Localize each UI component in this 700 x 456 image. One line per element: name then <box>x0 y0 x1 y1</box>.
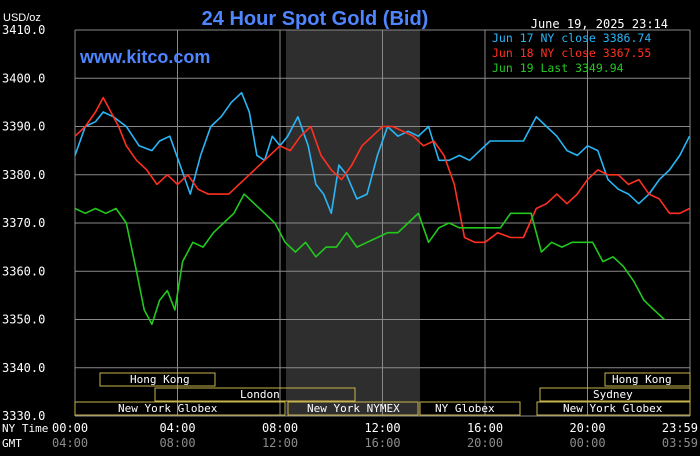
x-tick-label-ny: 04:00 <box>159 421 195 435</box>
y-tick-label: 3380.0 <box>2 168 45 182</box>
session-label: New York Globex <box>563 402 663 415</box>
session-label: Hong Kong <box>130 373 190 386</box>
y-tick-label: 3370.0 <box>2 216 45 230</box>
x-tick-label-gmt: 16:00 <box>364 436 400 450</box>
legend: Jun 17 NY close 3386.74 Jun 18 NY close … <box>492 31 651 75</box>
legend-entry-jun18: Jun 18 NY close 3367.55 <box>492 46 651 60</box>
series-line-jun17 <box>74 91 691 215</box>
session-label: London <box>240 388 280 401</box>
x-tick-label-gmt: 12:00 <box>262 436 298 450</box>
x-axis-ticks: 00:00 04:00 08:00 12:00 16:00 20:00 23:5904:00… <box>52 421 698 450</box>
y-tick-label: 3410.0 <box>2 23 45 37</box>
x-tick-label-ny: 12:00 <box>364 421 400 435</box>
series-line-jun18 <box>74 96 690 244</box>
timestamp: June 19, 2025 23:14 <box>531 17 668 31</box>
session-bars: Hong Kong London New York Globex New Yor… <box>74 372 691 416</box>
ny-time-label: NY Time <box>2 422 48 435</box>
x-tick-label-gmt: 20:00 <box>467 436 503 450</box>
session-london <box>154 387 356 402</box>
legend-entry-jun17: Jun 17 NY close 3386.74 <box>492 31 651 45</box>
chart-title: 24 Hour Spot Gold (Bid) <box>202 8 429 30</box>
session-hongkong-1 <box>99 372 216 387</box>
series-line-jun19 <box>74 193 665 326</box>
session-label: Hong Kong <box>612 373 672 386</box>
x-tick-label-gmt: 04:00 <box>52 436 88 450</box>
y-tick-label: 3390.0 <box>2 120 45 134</box>
y-axis-ticks: 3410.0 3400.0 3390.0 3380.0 3370.0 3360.0 3350… <box>2 23 45 423</box>
session-label: New York NYMEX <box>307 402 400 415</box>
session-label: New York Globex <box>118 402 218 415</box>
gmt-label: GMT <box>2 437 22 450</box>
x-tick-label-ny: 16:00 <box>467 421 503 435</box>
x-tick-label-ny: 00:00 <box>52 421 88 435</box>
y-tick-label: 3340.0 <box>2 361 45 375</box>
session-label: NY Globex <box>435 402 495 415</box>
series-lines <box>74 91 691 326</box>
x-tick-label-gmt: 08:00 <box>159 436 195 450</box>
x-tick-label-ny: 08:00 <box>262 421 298 435</box>
watermark: www.kitco.com <box>79 47 210 67</box>
session-ny-globex-2 <box>419 401 521 416</box>
x-tick-label-gmt: 00:00 <box>569 436 605 450</box>
y-tick-label: 3330.0 <box>2 409 45 423</box>
unit-label: USD/oz <box>3 12 41 24</box>
session-label: Sydney <box>593 388 633 401</box>
x-tick-label-ny: 23:59 <box>662 421 698 435</box>
legend-entry-jun19: Jun 19 Last 3349.94 <box>492 61 624 75</box>
grid <box>74 29 691 417</box>
session-ny-globex-3 <box>536 401 691 416</box>
y-tick-label: 3360.0 <box>2 264 45 278</box>
session-sydney <box>539 387 691 402</box>
y-tick-label: 3350.0 <box>2 313 45 327</box>
x-tick-label-gmt: 03:59 <box>662 436 698 450</box>
y-tick-label: 3400.0 <box>2 71 45 85</box>
x-tick-label-ny: 20:00 <box>569 421 605 435</box>
session-hongkong-2 <box>604 372 691 387</box>
session-ny-globex-1 <box>74 401 286 416</box>
session-ny-nymex <box>287 401 419 416</box>
